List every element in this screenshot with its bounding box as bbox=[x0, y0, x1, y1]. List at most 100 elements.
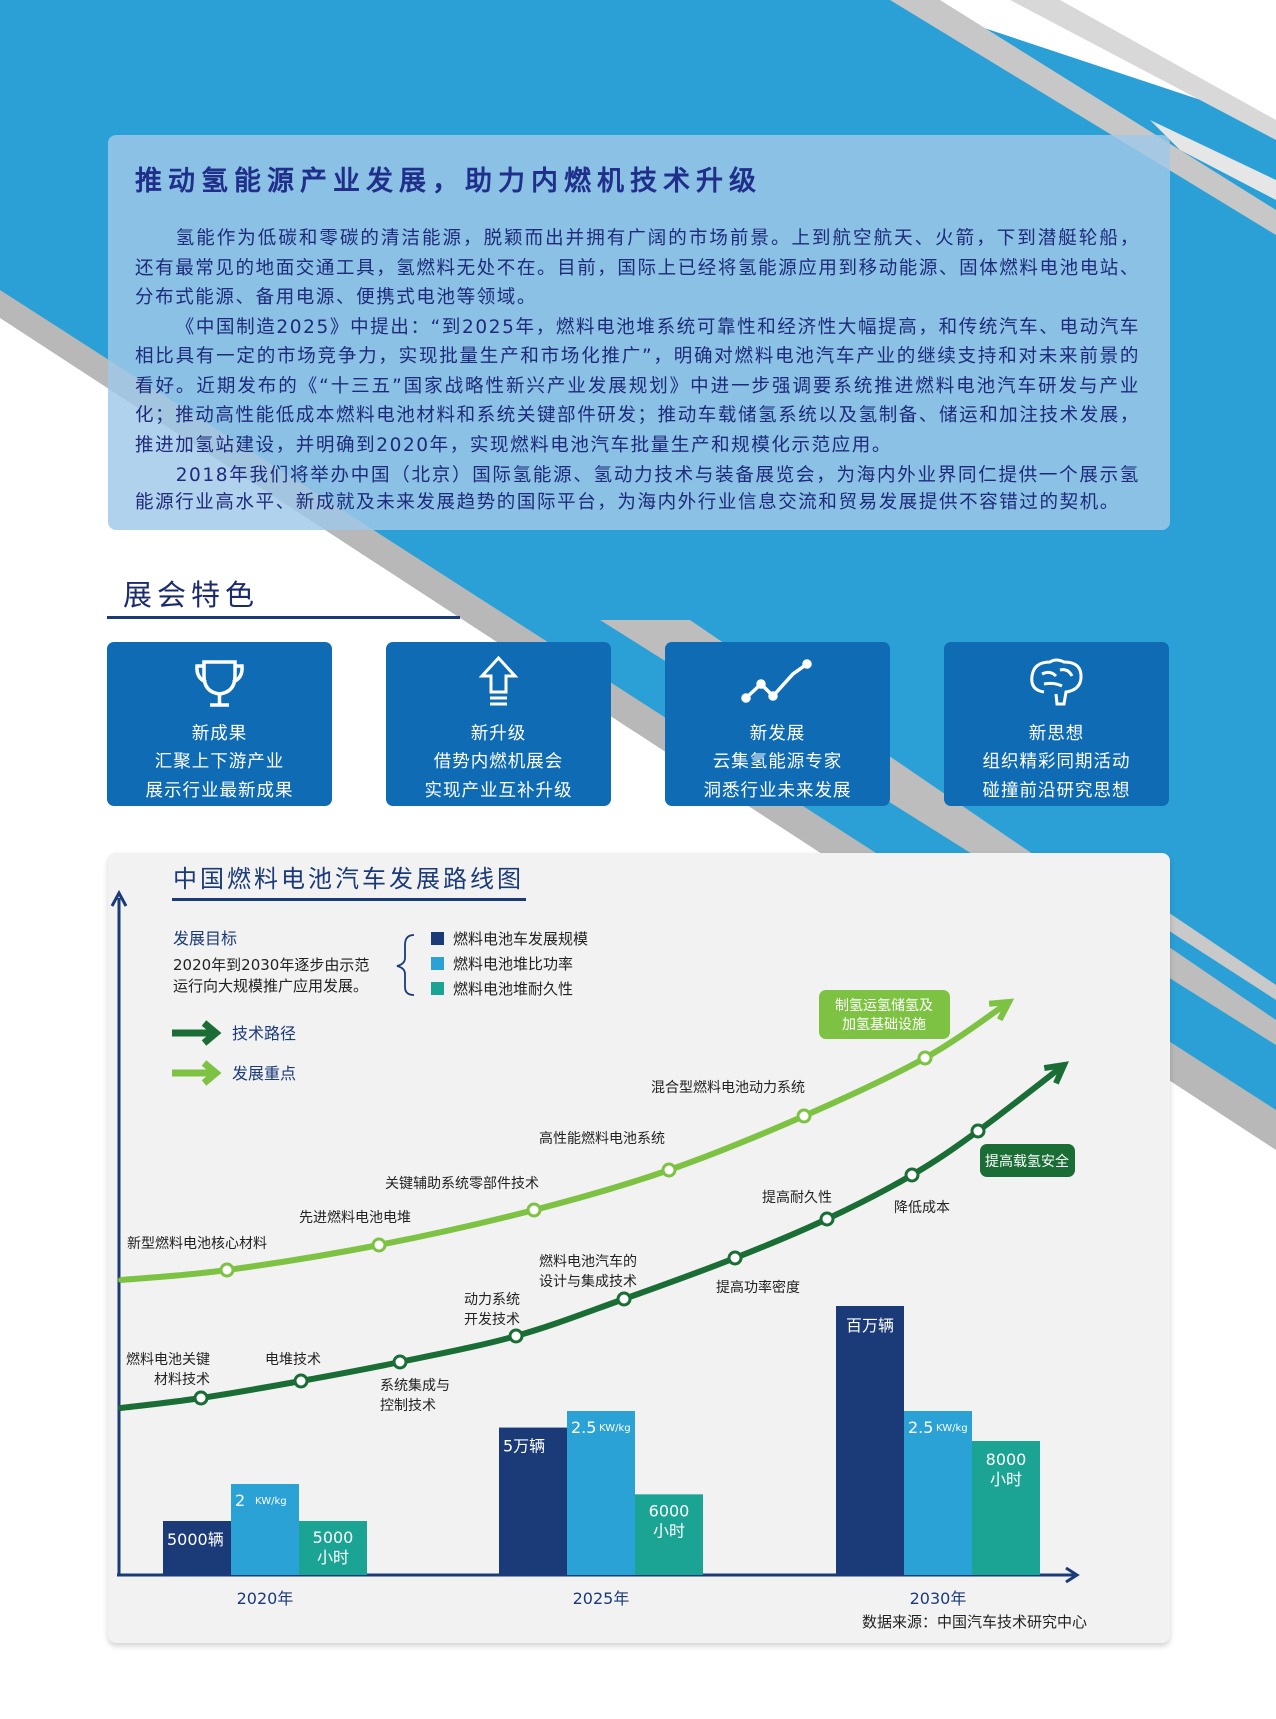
path-node bbox=[727, 1250, 743, 1266]
intro-card: 推动氢能源产业发展，助力内燃机技术升级 氢能作为低碳和零碳的清洁能源，脱颖而出并… bbox=[108, 135, 1170, 530]
path-node-label: 提高功率密度 bbox=[716, 1279, 800, 1296]
feature-card-achievements: 新成果 汇聚上下游产业 展示行业最新成果 bbox=[107, 642, 332, 806]
path-node bbox=[293, 1373, 309, 1389]
bar-label: 8000 bbox=[986, 1450, 1027, 1469]
path-node-label: 设计与集成技术 bbox=[539, 1273, 637, 1290]
path-node-label: 开发技术 bbox=[464, 1312, 520, 1328]
bar-label: 5万辆 bbox=[503, 1437, 545, 1456]
path-node bbox=[193, 1390, 209, 1406]
feature-title: 新成果 bbox=[191, 724, 248, 744]
path-node-label: 先进燃料电池电堆 bbox=[299, 1209, 411, 1226]
path-node-label: 燃料电池汽车的 bbox=[539, 1253, 637, 1270]
bar bbox=[836, 1306, 904, 1575]
focus-path-legend-arrow-icon bbox=[172, 1060, 222, 1086]
trend-line-icon bbox=[741, 659, 812, 703]
data-source: 数据来源：中国汽车技术研究中心 bbox=[862, 1613, 1087, 1631]
path-node bbox=[508, 1328, 524, 1344]
path-node-label: 提高耐久性 bbox=[762, 1189, 832, 1206]
bar-label: 2 bbox=[235, 1491, 245, 1510]
intro-title: 推动氢能源产业发展，助力内燃机技术升级 bbox=[135, 166, 762, 197]
bar-label: 2.5 bbox=[908, 1418, 933, 1437]
feature-title: 新发展 bbox=[749, 724, 806, 744]
feature-card-ideas: 新思想 组织精彩同期活动 碰撞前沿研究思想 bbox=[944, 642, 1169, 806]
path-node-label: 关键辅助系统零部件技术 bbox=[385, 1176, 539, 1192]
path-node-label: 高性能燃料电池系统 bbox=[539, 1130, 665, 1147]
intro-paragraph: 2018年我们将举办中国（北京）国际氢能源、氢动力技术与装备展览会，为海内外业界… bbox=[135, 465, 1140, 513]
feature-line: 借势内燃机展会 bbox=[433, 752, 564, 772]
bar bbox=[904, 1411, 972, 1575]
path-node bbox=[904, 1167, 920, 1183]
bar-unit-label: KW/kg bbox=[936, 1423, 968, 1434]
intro-paragraph: 《中国制造2025》中提出：“到2025年，燃料电池堆系统可靠性和经济性大幅提高… bbox=[135, 316, 1141, 456]
focus-highlight-label: 制氢运氢储氢及 bbox=[835, 998, 933, 1014]
tech-highlight-box bbox=[980, 1144, 1075, 1177]
feature-line: 碰撞前沿研究思想 bbox=[982, 781, 1131, 801]
focus-highlight-label: 加氢基础设施 bbox=[842, 1016, 926, 1033]
bar-label: 5000 bbox=[313, 1528, 354, 1547]
path-node-label: 新型燃料电池核心材料 bbox=[127, 1235, 267, 1252]
path-node bbox=[970, 1123, 986, 1139]
tech-path-legend-label: 技术路径 bbox=[232, 1024, 296, 1043]
brain-icon bbox=[1030, 658, 1083, 706]
tech-path-legend-arrow-icon bbox=[172, 1020, 222, 1046]
bar bbox=[567, 1411, 635, 1575]
path-node-label: 电堆技术 bbox=[265, 1352, 321, 1368]
path-node-label: 系统集成与 bbox=[380, 1377, 450, 1394]
path-node-label: 降低成本 bbox=[894, 1200, 950, 1216]
legend-swatch bbox=[431, 957, 444, 970]
bar bbox=[972, 1441, 1040, 1575]
x-tick-label: 2025年 bbox=[573, 1589, 630, 1608]
feature-card-development: 新发展 云集氢能源专家 洞悉行业未来发展 bbox=[665, 642, 890, 806]
chart-title: 中国燃料电池汽车发展路线图 bbox=[173, 865, 524, 893]
focus-path-curve bbox=[118, 999, 1012, 1283]
trophy-icon bbox=[195, 660, 244, 707]
feature-title: 新思想 bbox=[1028, 724, 1085, 744]
legend-label: 燃料电池车发展规模 bbox=[453, 930, 588, 948]
path-node-label: 混合型燃料电池动力系统 bbox=[651, 1079, 805, 1096]
features-heading: 展会特色 bbox=[123, 578, 260, 612]
upgrade-arrow-icon bbox=[478, 656, 519, 706]
bar-label: 6000 bbox=[649, 1501, 690, 1520]
brace-icon bbox=[396, 934, 415, 996]
path-node bbox=[616, 1291, 632, 1307]
feature-line: 组织精彩同期活动 bbox=[982, 752, 1131, 772]
path-node bbox=[661, 1162, 677, 1178]
tech-highlight-label: 提高载氢安全 bbox=[985, 1153, 1069, 1170]
path-node-label: 材料技术 bbox=[154, 1372, 210, 1388]
feature-line: 云集氢能源专家 bbox=[712, 752, 843, 772]
goal-text: 运行向大规模推广应用发展。 bbox=[173, 977, 368, 995]
bar-label: 小时 bbox=[317, 1548, 349, 1567]
bar-label: 2.5 bbox=[571, 1418, 596, 1437]
path-node bbox=[392, 1354, 408, 1370]
x-tick-label: 2030年 bbox=[910, 1589, 967, 1608]
legend-swatch bbox=[431, 932, 444, 945]
roadmap-chart: 中国燃料电池汽车发展路线图 发展目标 2020年到2030年逐步由示范 运行向大… bbox=[110, 865, 1087, 1631]
path-node-label: 动力系统 bbox=[464, 1292, 520, 1308]
bar-label: 百万辆 bbox=[846, 1316, 894, 1335]
x-axis-arrow-icon bbox=[1065, 1566, 1080, 1584]
features-heading-underline bbox=[107, 616, 460, 619]
path-node bbox=[526, 1202, 542, 1218]
path-node-label: 控制技术 bbox=[380, 1398, 436, 1414]
bar bbox=[635, 1494, 703, 1575]
path-node-label: 燃料电池关键 bbox=[126, 1351, 210, 1368]
chart-title-underline bbox=[172, 898, 526, 901]
feature-title: 新升级 bbox=[470, 724, 527, 744]
bar bbox=[163, 1521, 231, 1575]
intro-paragraph: 氢能作为低碳和零碳的清洁能源，脱颖而出并拥有广阔的市场前景。上到航空航天、火箭，… bbox=[135, 228, 1141, 308]
feature-line: 展示行业最新成果 bbox=[145, 781, 294, 801]
bar-label: 小时 bbox=[653, 1521, 685, 1540]
x-tick-label: 2020年 bbox=[237, 1589, 294, 1608]
focus-path-legend-label: 发展重点 bbox=[232, 1064, 296, 1083]
y-axis-arrow-icon bbox=[110, 889, 128, 907]
bar bbox=[299, 1521, 367, 1575]
focus-highlight-box bbox=[819, 990, 950, 1039]
path-node bbox=[371, 1237, 387, 1253]
legend-label: 燃料电池堆比功率 bbox=[453, 955, 573, 973]
path-node bbox=[917, 1050, 933, 1066]
roadmap-chart-card: 中国燃料电池汽车发展路线图 发展目标 2020年到2030年逐步由示范 运行向大… bbox=[108, 853, 1170, 1643]
bar bbox=[231, 1484, 299, 1575]
bar-label: 5000辆 bbox=[167, 1530, 224, 1549]
feature-card-upgrade: 新升级 借势内燃机展会 实现产业互补升级 bbox=[386, 642, 611, 806]
goal-text: 2020年到2030年逐步由示范 bbox=[173, 956, 369, 974]
